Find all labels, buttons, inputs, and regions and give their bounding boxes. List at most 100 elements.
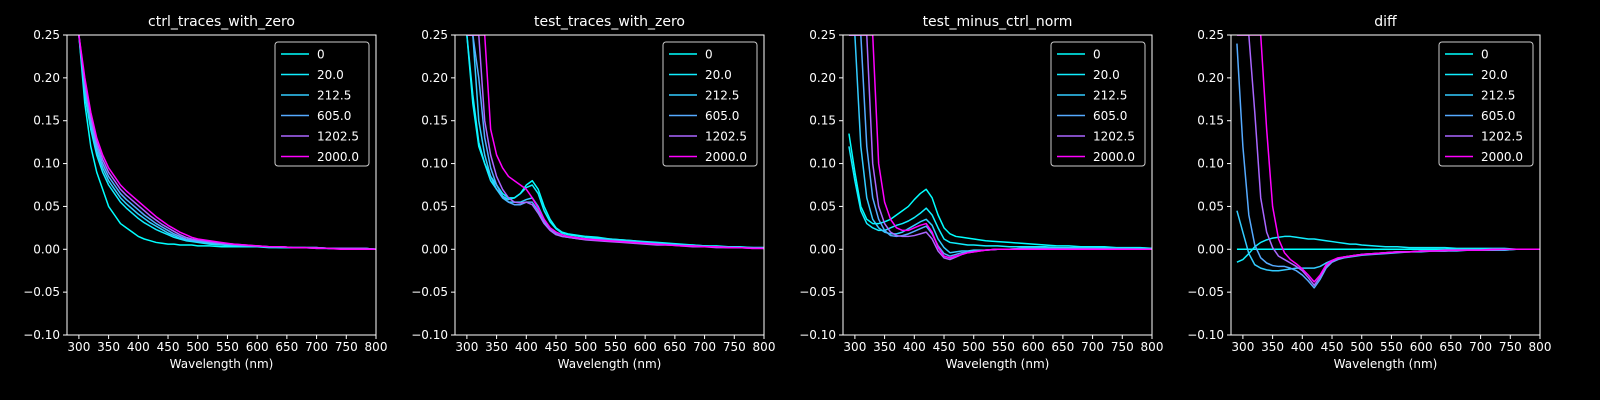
x-tick-label: 450 [545,340,568,354]
y-tick-label: 0.00 [421,242,448,256]
chart-panel-2: 300 350 400 450 500 550 600 650 700 750 800 −0.10 −0… [411,14,775,371]
y-tick-label: 0.15 [421,114,448,128]
x-tick-label: 400 [127,340,150,354]
x-tick-label: 500 [186,340,209,354]
legend-entry-1: 0 [317,48,325,62]
y-tick-label: −0.05 [411,285,448,299]
legend-entry-5: 1202.5 [1093,130,1135,144]
y-tick-label: −0.10 [1187,328,1224,342]
x-tick-label: 350 [97,340,120,354]
legend-entry-6: 2000.0 [1481,150,1523,164]
x-tick-label: 600 [1410,340,1433,354]
legend-entry-6: 2000.0 [705,150,747,164]
series-lines [1236,35,1540,289]
chart-panel-3: 300 350 400 450 500 550 600 650 700 750 800 −0.10 −0… [799,14,1163,371]
x-tick-label: 600 [1022,340,1045,354]
y-tick-label: 0.25 [421,28,448,42]
x-axis-label: Wavelength (nm) [1334,357,1438,371]
legend-entry-5: 1202.5 [317,130,359,144]
x-tick-label: 650 [1439,340,1462,354]
y-tick-label: 0.10 [421,157,448,171]
legend-entry-3: 212.5 [1093,89,1127,103]
y-tick-label: 0.25 [33,28,60,42]
legend-entry-1: 0 [705,48,713,62]
y-tick-label: 0.00 [809,242,836,256]
x-tick-label: 350 [1261,340,1284,354]
series-lines [78,35,376,251]
legend-frame [662,41,758,167]
legend-entry-2: 20.0 [1481,68,1508,82]
legend: 0 20.0 212.5 605.0 1202.5 2000.0 [1050,41,1146,167]
x-tick-label: 300 [843,340,866,354]
y-tick-label: 0.05 [809,199,836,213]
y-tick-label: −0.05 [23,285,60,299]
series-lines [466,35,764,250]
x-tick-label: 450 [933,340,956,354]
x-axis-label: Wavelength (nm) [558,357,662,371]
y-tick-label: 0.05 [33,199,60,213]
x-tick-label: 700 [305,340,328,354]
chart-panel-4: 300 350 400 450 500 550 600 650 700 750 800 −0.10 −0… [1187,14,1551,371]
axes-frame [842,34,1153,336]
legend: 0 20.0 212.5 605.0 1202.5 2000.0 [274,41,370,167]
y-tick-label: 0.05 [421,199,448,213]
x-tick-label: 750 [723,340,746,354]
y-tick-label: −0.05 [799,285,836,299]
legend-entry-5: 1202.5 [1481,130,1523,144]
x-tick-label: 700 [1469,340,1492,354]
x-tick-label: 600 [246,340,269,354]
x-tick-label: 650 [1051,340,1074,354]
chart-panel-1: 300 350 400 450 500 550 600 650 700 750 800 −0.10 −0… [23,14,387,371]
series-line-2 [1236,235,1540,263]
x-tick-label: 750 [1111,340,1134,354]
y-tick-label: 0.10 [33,157,60,171]
legend-frame [274,41,370,167]
axes-frame [66,34,377,336]
legend-entry-1: 0 [1093,48,1101,62]
legend-entry-3: 212.5 [1481,89,1515,103]
x-axis-label: Wavelength (nm) [946,357,1050,371]
x-tick-label: 350 [873,340,896,354]
y-tick-label: 0.20 [1197,71,1224,85]
y-tick-label: 0.00 [33,242,60,256]
chart-title: test_traces_with_zero [534,14,685,30]
y-tick-label: 0.25 [809,28,836,42]
x-tick-label: 450 [1321,340,1344,354]
series-line-6 [78,35,376,251]
y-tick-label: 0.20 [809,71,836,85]
legend-entry-4: 605.0 [1481,109,1515,123]
x-tick-label: 700 [1081,340,1104,354]
y-tick-label: 0.25 [1197,28,1224,42]
y-tick-label: −0.10 [23,328,60,342]
x-tick-label: 800 [1141,340,1164,354]
axes-frame [454,34,765,336]
series-lines [848,35,1152,261]
x-tick-label: 700 [693,340,716,354]
x-tick-label: 300 [67,340,90,354]
series-line-4 [848,35,1152,257]
x-tick-label: 750 [335,340,358,354]
series-line-3 [1236,210,1540,272]
x-tick-label: 400 [1291,340,1314,354]
x-axis-label: Wavelength (nm) [170,357,274,371]
x-tick-label: 350 [485,340,508,354]
legend-entry-6: 2000.0 [317,150,359,164]
x-tick-label: 450 [157,340,180,354]
y-tick-label: 0.20 [33,71,60,85]
legend-entry-2: 20.0 [317,68,344,82]
legend: 0 20.0 212.5 605.0 1202.5 2000.0 [1438,41,1534,167]
legend: 0 20.0 212.5 605.0 1202.5 2000.0 [662,41,758,167]
x-tick-label: 800 [365,340,388,354]
x-tick-label: 800 [753,340,776,354]
x-tick-label: 300 [455,340,478,354]
series-line-6 [1236,35,1540,283]
y-tick-label: 0.15 [809,114,836,128]
y-tick-label: −0.05 [1187,285,1224,299]
y-tick-label: 0.15 [1197,114,1224,128]
x-tick-label: 650 [275,340,298,354]
chart-title: diff [1374,14,1397,30]
x-tick-label: 800 [1529,340,1552,354]
y-tick-label: 0.15 [33,114,60,128]
x-tick-label: 550 [992,340,1015,354]
